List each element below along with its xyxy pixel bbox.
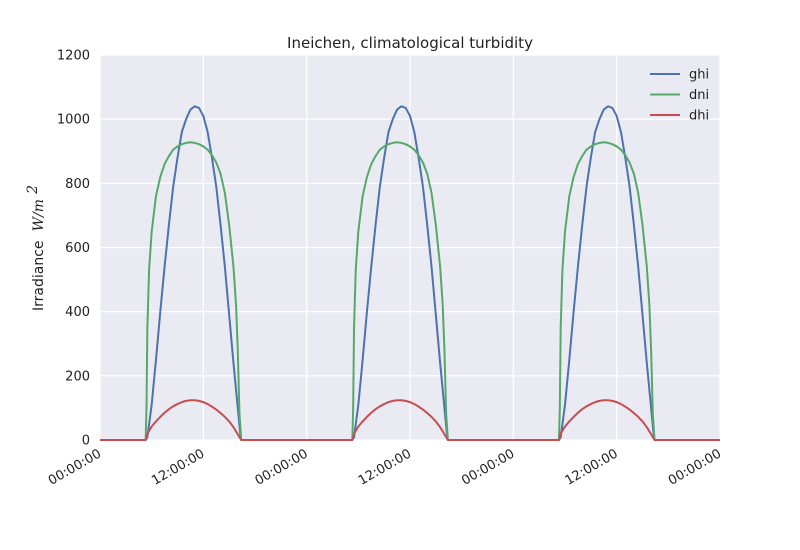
y-tick-label: 600 [65, 241, 90, 256]
x-tick-label: 12:00:00 [149, 446, 207, 488]
legend-label-dhi: dhi [689, 109, 709, 124]
x-tick-label: 12:00:00 [356, 446, 414, 488]
legend: ghi dni dhi [650, 68, 709, 124]
y-axis-label-text: Irradiance [31, 240, 47, 311]
series-line-dhi [100, 399, 720, 441]
x-tick-label: 00:00:00 [459, 446, 517, 488]
x-tick-label: 12:00:00 [563, 446, 621, 488]
y-axis-label: Irradiance W/m 2 [25, 185, 47, 311]
y-tick-label: 0 [82, 434, 90, 449]
chart-title: Ineichen, climatological turbidity [287, 34, 533, 52]
x-tick-labels: 00:00:00 12:00:00 00:00:00 12:00:00 00:00:00… [46, 446, 724, 488]
legend-label-dni: dni [689, 88, 709, 103]
legend-label-ghi: ghi [689, 68, 709, 83]
y-tick-label: 1200 [57, 49, 90, 64]
x-tick-label: 00:00:00 [46, 446, 104, 488]
x-tick-label: 00:00:00 [666, 446, 724, 488]
series-line-dni [100, 141, 720, 441]
series-lines [100, 105, 720, 441]
y-tick-label: 400 [65, 305, 90, 320]
y-tick-label: 800 [65, 177, 90, 192]
y-tick-labels: 0 200 400 600 800 1000 1200 [57, 49, 90, 449]
y-tick-label: 200 [65, 369, 90, 384]
y-tick-label: 1000 [57, 113, 90, 128]
y-axis-label-exponent: 2 [25, 185, 41, 195]
x-tick-label: 00:00:00 [253, 446, 311, 488]
y-axis-label-unit: W/m [31, 199, 47, 231]
series-line-ghi [100, 105, 720, 441]
